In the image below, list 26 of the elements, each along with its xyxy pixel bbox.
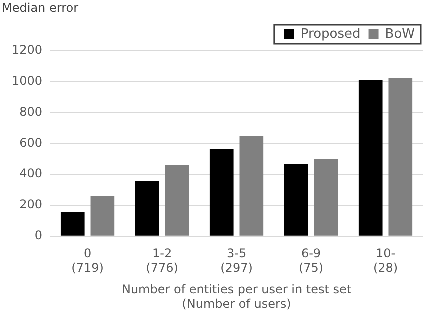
legend-label: Proposed [300, 26, 361, 42]
bar [210, 149, 234, 236]
x-axis-title: Number of entities per user in test set (Number of users) [122, 282, 352, 311]
bar [60, 212, 85, 236]
y-tick-label: 800 [20, 104, 43, 119]
bar [314, 159, 338, 236]
bar [135, 182, 160, 236]
y-tick-label: 400 [20, 166, 43, 181]
y-tick-label: 0 [34, 228, 43, 243]
y-tick-label: 1200 [12, 43, 43, 58]
bar [165, 165, 190, 236]
bar [90, 196, 115, 236]
x-tick-label: 6-9 (75) [298, 246, 324, 276]
bar [388, 78, 413, 236]
bar [358, 80, 383, 236]
bar [240, 136, 264, 236]
legend-label: BoW [385, 26, 416, 42]
x-tick-label: 0 (719) [72, 246, 104, 276]
y-tick-label: 200 [20, 198, 43, 212]
bar [284, 164, 308, 236]
y-tick-label: 600 [20, 136, 43, 150]
x-tick-label: 3-5 (297) [220, 246, 253, 276]
y-axis-title: Median error [2, 1, 79, 15]
x-tick-label: 1-2 (776) [146, 246, 178, 276]
y-tick-label: 1000 [12, 74, 43, 88]
x-tick-label: 10- (28) [373, 246, 398, 276]
